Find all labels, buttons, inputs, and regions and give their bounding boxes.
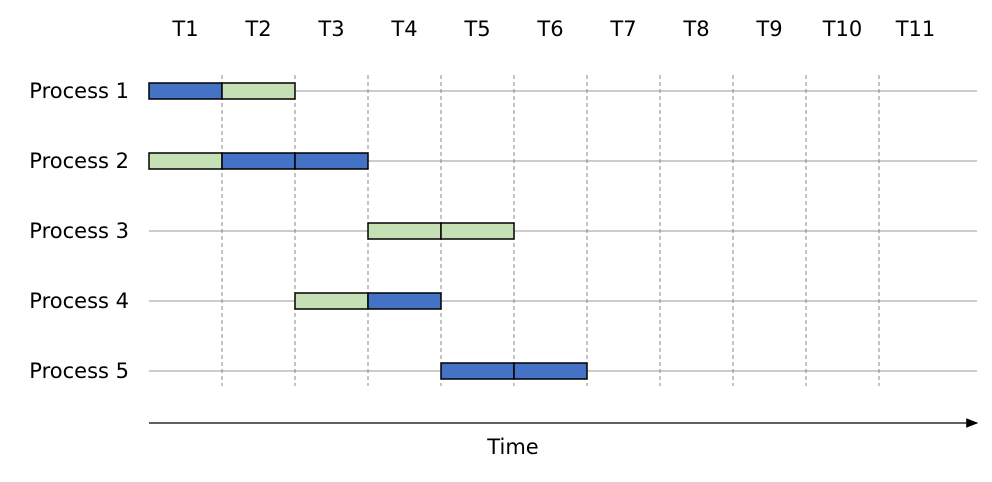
cell	[221, 82, 296, 100]
cell	[440, 222, 515, 240]
cell	[513, 362, 588, 380]
column-label: T5	[463, 17, 490, 41]
row-label: Process 5	[29, 359, 129, 383]
cell	[221, 152, 296, 170]
cell	[440, 362, 515, 380]
column-label: T6	[536, 17, 563, 41]
column-label: T10	[822, 17, 863, 41]
column-label: T9	[755, 17, 782, 41]
column-label: T1	[171, 17, 198, 41]
cell	[148, 152, 223, 170]
row-label: Process 3	[29, 219, 129, 243]
cell	[367, 222, 442, 240]
column-label: T3	[317, 17, 344, 41]
cell	[294, 152, 369, 170]
axis-label: Time	[486, 435, 538, 459]
cell	[367, 292, 442, 310]
row-label: Process 2	[29, 149, 129, 173]
column-label: T8	[682, 17, 709, 41]
cell	[294, 292, 369, 310]
column-label: T4	[390, 17, 417, 41]
column-label: T7	[609, 17, 636, 41]
column-label: T2	[244, 17, 271, 41]
row-label: Process 4	[29, 289, 129, 313]
cell	[148, 82, 223, 100]
row-label: Process 1	[29, 79, 129, 103]
column-label: T11	[895, 17, 936, 41]
